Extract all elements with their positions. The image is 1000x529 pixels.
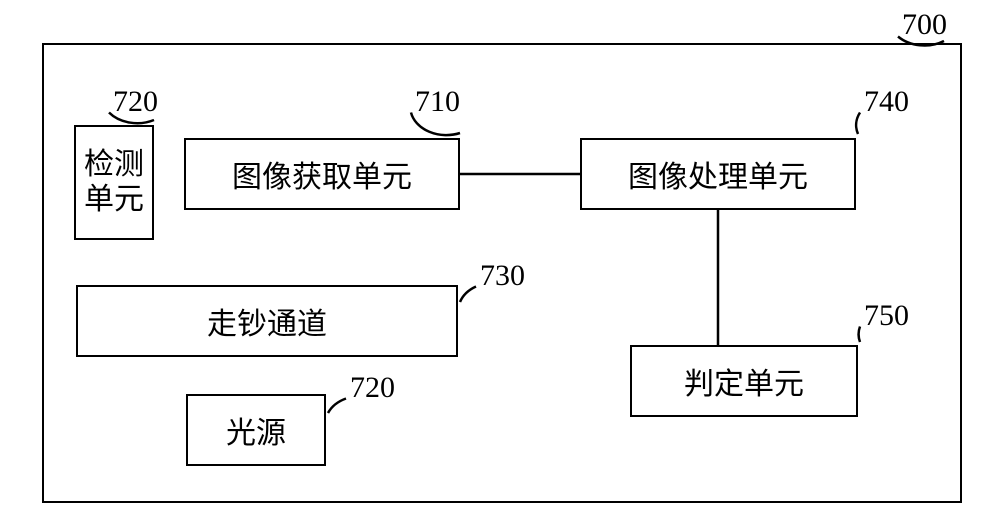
node-light-label: 光源 <box>226 408 286 452</box>
node-judge-label: 判定单元 <box>684 359 804 403</box>
node-process: 图像处理单元 <box>580 138 856 210</box>
node-detect: 检测单元 <box>74 125 154 240</box>
node-acquire: 图像获取单元 <box>184 138 460 210</box>
node-channel: 走钞通道 <box>76 285 458 357</box>
node-acquire-label: 图像获取单元 <box>232 152 412 196</box>
diagram-stage: 700 检测单元 图像获取单元 图像处理单元 走钞通道 判定单元 光源 7207… <box>0 0 1000 529</box>
node-process-label: 图像处理单元 <box>628 152 808 196</box>
node-detect-label: 检测单元 <box>84 148 144 217</box>
node-channel-label: 走钞通道 <box>207 299 327 343</box>
outer-frame <box>42 43 962 503</box>
node-light: 光源 <box>186 394 326 466</box>
node-judge: 判定单元 <box>630 345 858 417</box>
outer-reference-label: 700 <box>902 8 947 42</box>
